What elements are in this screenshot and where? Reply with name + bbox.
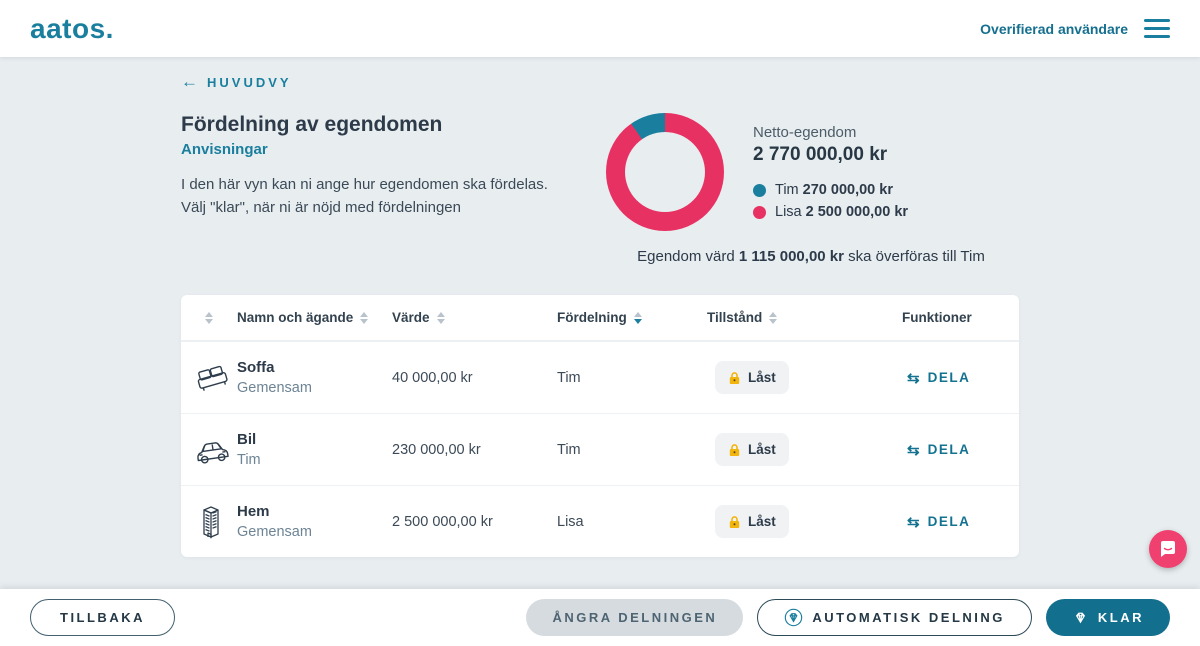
asset-allocation-cell: Lisa bbox=[557, 513, 584, 530]
swap-arrows-icon: ⇆ bbox=[907, 513, 920, 531]
asset-value-cell: 230 000,00 kr bbox=[392, 441, 481, 458]
undo-division-button[interactable]: ÅNGRA DELNINGEN bbox=[526, 599, 744, 636]
legend-item-tim: Tim 270 000,00 kr bbox=[753, 182, 908, 198]
asset-status-cell: Låst bbox=[707, 433, 902, 466]
legend-item-lisa: Lisa 2 500 000,00 kr bbox=[753, 204, 908, 220]
column-header-name[interactable]: Namn och ägande bbox=[237, 310, 392, 325]
share-button[interactable]: ⇆ DELA bbox=[907, 369, 971, 387]
asset-status-cell: Låst bbox=[707, 505, 902, 538]
share-button[interactable]: ⇆ DELA bbox=[907, 513, 971, 531]
asset-allocation-cell: Tim bbox=[557, 441, 581, 458]
done-button[interactable]: KLAR bbox=[1045, 599, 1170, 636]
back-button[interactable]: TILLBAKA bbox=[30, 599, 175, 636]
asset-name-cell: Bil Tim bbox=[237, 431, 261, 468]
intro-section: Fördelning av egendomen Anvisningar I de… bbox=[181, 113, 1019, 265]
page-description: I den här vyn kan ni ange hur egendomen … bbox=[181, 176, 548, 217]
netto-label: Netto-egendom bbox=[753, 124, 857, 141]
locked-badge: Låst bbox=[715, 433, 789, 466]
intro-text-block: Fördelning av egendomen Anvisningar I de… bbox=[181, 113, 603, 265]
asset-actions-cell: ⇆ DELA bbox=[902, 441, 1019, 459]
donut-chart bbox=[606, 113, 724, 231]
footer-actions: ÅNGRA DELNINGEN AUTOMATISK DELNING KLAR bbox=[526, 599, 1170, 636]
property-table: Namn och ägande Värde Fördelning Tillstå… bbox=[181, 295, 1019, 557]
topbar-right: Overifierad användare bbox=[980, 16, 1170, 41]
asset-value-cell: 2 500 000,00 kr bbox=[392, 513, 493, 530]
automatic-division-button[interactable]: AUTOMATISK DELNING bbox=[757, 599, 1032, 636]
asset-status-cell: Låst bbox=[707, 361, 902, 394]
share-button[interactable]: ⇆ DELA bbox=[907, 441, 971, 459]
table-row-hem: Hem Gemensam 2 500 000,00 kr Lisa Låst ⇆ bbox=[181, 485, 1019, 557]
top-bar: aatos. Overifierad användare bbox=[0, 0, 1200, 57]
sort-icon bbox=[205, 311, 213, 324]
asset-value-cell: 40 000,00 kr bbox=[392, 369, 473, 386]
sort-icon bbox=[769, 311, 778, 324]
gem-circle-icon bbox=[784, 608, 803, 627]
page-title: Fördelning av egendomen bbox=[181, 113, 443, 136]
column-header-icon[interactable] bbox=[181, 311, 237, 324]
lock-icon bbox=[729, 443, 740, 456]
table-row-soffa: Soffa Gemensam 40 000,00 kr Tim Låst ⇆ bbox=[181, 341, 1019, 413]
main-content: ← HUVUDVY Fördelning av egendomen Anvisn… bbox=[181, 57, 1019, 557]
hamburger-menu-icon[interactable] bbox=[1144, 16, 1170, 41]
swap-arrows-icon: ⇆ bbox=[907, 369, 920, 387]
sort-icon-active bbox=[633, 311, 642, 324]
aatos-logo[interactable]: aatos. bbox=[30, 12, 114, 44]
table-row-bil: Bil Tim 230 000,00 kr Tim Låst ⇆ D bbox=[181, 413, 1019, 485]
sofa-icon bbox=[181, 358, 237, 398]
lock-icon bbox=[729, 515, 740, 528]
instructions-link[interactable]: Anvisningar bbox=[181, 141, 268, 158]
column-header-allocation[interactable]: Fördelning bbox=[557, 310, 707, 325]
swap-arrows-icon: ⇆ bbox=[907, 441, 920, 459]
column-header-functions: Funktioner bbox=[902, 310, 972, 325]
sort-icon bbox=[360, 311, 369, 324]
asset-allocation-cell: Tim bbox=[557, 369, 581, 386]
tim-legend-dot bbox=[753, 183, 766, 197]
column-header-status[interactable]: Tillstånd bbox=[707, 310, 902, 325]
chart-legend: Tim 270 000,00 kr Lisa 2 500 000,00 kr bbox=[753, 182, 908, 220]
back-link-label: HUVUDVY bbox=[207, 74, 292, 90]
netto-summary: Netto-egendom 2 770 000,00 kr Tim 270 00… bbox=[753, 124, 908, 220]
netto-value: 2 770 000,00 kr bbox=[753, 144, 888, 165]
lock-icon bbox=[729, 371, 740, 384]
locked-badge: Låst bbox=[715, 361, 789, 394]
asset-name-cell: Soffa Gemensam bbox=[237, 359, 312, 396]
asset-actions-cell: ⇆ DELA bbox=[902, 513, 1019, 531]
back-arrow-icon: ← bbox=[181, 72, 198, 91]
back-link[interactable]: ← HUVUDVY bbox=[181, 72, 292, 92]
building-icon bbox=[181, 502, 237, 542]
transfer-note: Egendom värd 1 115 000,00 kr ska överför… bbox=[637, 248, 985, 265]
gem-icon bbox=[1072, 609, 1089, 626]
table-header-row: Namn och ägande Värde Fördelning Tillstå… bbox=[181, 295, 1019, 341]
unverified-user-link[interactable]: Overifierad användare bbox=[980, 20, 1128, 37]
locked-badge: Låst bbox=[715, 505, 789, 538]
asset-actions-cell: ⇆ DELA bbox=[902, 369, 1019, 387]
asset-name-cell: Hem Gemensam bbox=[237, 503, 312, 540]
car-icon bbox=[181, 430, 237, 470]
summary-block: Netto-egendom 2 770 000,00 kr Tim 270 00… bbox=[603, 113, 1019, 265]
bottom-bar: TILLBAKA ÅNGRA DELNINGEN AUTOMATISK DELN… bbox=[0, 589, 1200, 646]
column-header-value[interactable]: Värde bbox=[392, 310, 557, 325]
chat-bubble-button[interactable] bbox=[1149, 530, 1187, 568]
chat-icon bbox=[1161, 541, 1175, 557]
sort-icon bbox=[436, 311, 445, 324]
lisa-legend-dot bbox=[753, 205, 766, 219]
